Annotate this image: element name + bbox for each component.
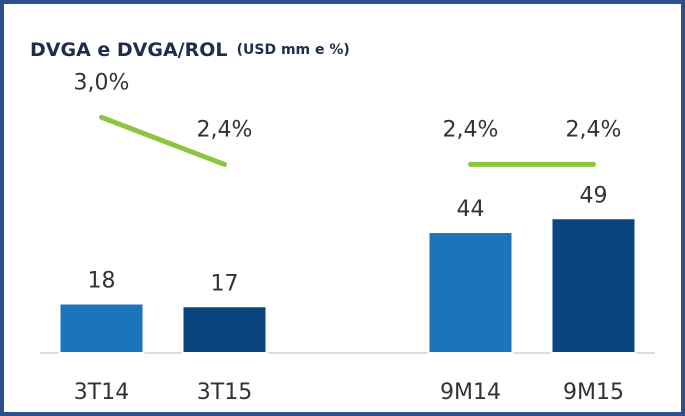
line-label: 3,0% [74, 70, 130, 95]
bar [58, 302, 145, 354]
x-tick-label: 9M14 [440, 380, 501, 405]
chart-title: DVGA e DVGA/ROL (USD mm e %) [30, 39, 350, 61]
bar-label: 18 [88, 269, 116, 294]
bar [181, 305, 268, 354]
bar-label: 49 [580, 183, 608, 208]
x-tick-label: 3T15 [197, 380, 252, 405]
bar [550, 217, 637, 354]
line-label: 2,4% [197, 117, 253, 142]
subtitle: (USD mm e %) [237, 42, 350, 58]
line-label: 2,4% [566, 117, 622, 142]
title: DVGA e DVGA/ROL [30, 39, 228, 61]
bar [427, 231, 514, 354]
x-tick-label: 9M15 [563, 380, 624, 405]
bar-label: 17 [211, 271, 239, 296]
line [99, 114, 227, 167]
bar-label: 44 [457, 197, 485, 222]
x-tick-label: 3T14 [74, 380, 129, 405]
line-label: 2,4% [443, 117, 499, 142]
